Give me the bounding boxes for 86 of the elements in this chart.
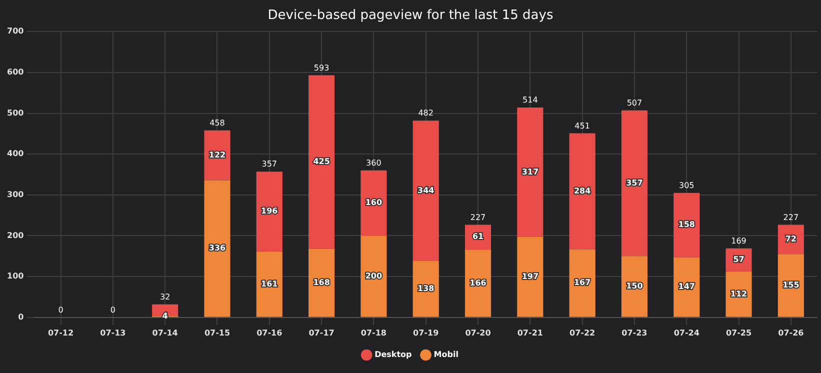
bar: [412, 261, 439, 317]
y-tick-label: 600: [6, 68, 24, 77]
y-tick-label: 200: [6, 230, 24, 240]
data-label: 160: [365, 198, 382, 208]
total-label: 32: [160, 292, 170, 302]
bar: [569, 249, 596, 317]
bar: [360, 170, 387, 236]
chart-title: Device-based pageview for the last 15 days: [268, 8, 554, 24]
total-label: 593: [314, 63, 330, 72]
data-label: 150: [626, 282, 644, 291]
y-tick-label: 700: [6, 26, 24, 36]
total-label: 514: [522, 96, 538, 105]
x-tick-label: 07-17: [308, 328, 334, 338]
data-label: 317: [522, 167, 539, 176]
data-label: 155: [782, 280, 800, 290]
bar: [726, 272, 752, 317]
x-tick-label: 07-24: [674, 328, 700, 338]
total-label: 360: [366, 158, 382, 168]
bar: [204, 130, 230, 180]
data-label: 357: [626, 178, 643, 188]
data-label: 72: [785, 234, 796, 244]
bar: [569, 133, 596, 250]
x-tick-label: 07-14: [152, 328, 178, 338]
x-tick-label: 07-13: [100, 328, 126, 338]
bar: [621, 110, 648, 256]
x-tick-label: 07-16: [256, 328, 283, 338]
x-tick-label: 07-21: [517, 328, 544, 338]
bar: [674, 257, 700, 317]
data-label: 161: [261, 279, 278, 288]
x-tick-label: 07-26: [778, 328, 804, 338]
data-label: 167: [574, 278, 591, 288]
data-label: 284: [574, 186, 592, 196]
total-label: 0: [58, 305, 64, 314]
legend-label: Desktop: [374, 350, 412, 360]
x-tick-label: 07-23: [622, 328, 648, 338]
total-label: 227: [470, 212, 486, 222]
total-label: 169: [731, 236, 746, 246]
data-label: 122: [208, 150, 226, 160]
legend-label: Mobil: [434, 350, 459, 360]
bar: [778, 254, 804, 317]
bar: [621, 256, 648, 317]
x-tick-label: 07-20: [465, 328, 492, 338]
data-label: 200: [365, 271, 382, 280]
data-label: 158: [678, 220, 696, 230]
x-tick-label: 07-12: [48, 328, 74, 338]
bar: [517, 108, 544, 237]
data-label: 112: [730, 289, 748, 298]
bar: [360, 236, 387, 317]
bar: [256, 252, 282, 317]
y-tick-label: 0: [18, 312, 24, 322]
bar: [464, 250, 492, 317]
bar: [308, 248, 335, 317]
total-label: 482: [418, 108, 434, 118]
y-tick-label: 100: [6, 272, 24, 281]
x-tick-label: 07-19: [413, 328, 440, 338]
y-tick-label: 500: [6, 108, 24, 118]
data-label: 168: [313, 278, 330, 287]
bar: [674, 192, 700, 258]
data-label: 196: [261, 206, 278, 216]
data-label: 166: [470, 278, 487, 288]
x-tick-label: 07-18: [360, 328, 387, 338]
data-label: 147: [678, 282, 695, 292]
bar: [204, 180, 230, 317]
x-tick-label: 07-15: [204, 328, 230, 338]
y-tick-label: 400: [6, 149, 24, 158]
bar: [517, 236, 544, 317]
data-label: 197: [522, 272, 539, 282]
total-label: 305: [678, 180, 694, 190]
bar: [412, 120, 439, 262]
data-label: 425: [313, 157, 330, 166]
total-label: 227: [783, 212, 799, 222]
total-label: 507: [626, 98, 642, 108]
x-tick-label: 07-25: [726, 328, 752, 338]
bar: [308, 75, 335, 249]
total-label: 0: [110, 305, 116, 314]
total-label: 458: [210, 118, 225, 128]
x-tick-label: 07-22: [570, 328, 596, 338]
total-label: 451: [574, 121, 590, 130]
bar: [256, 172, 282, 252]
y-tick-label: 300: [6, 190, 24, 199]
data-label: 336: [208, 244, 226, 253]
data-label: 57: [733, 255, 744, 264]
data-label: 61: [472, 232, 484, 242]
total-label: 357: [262, 160, 278, 169]
data-label: 138: [418, 284, 435, 294]
data-label: 344: [418, 186, 435, 195]
